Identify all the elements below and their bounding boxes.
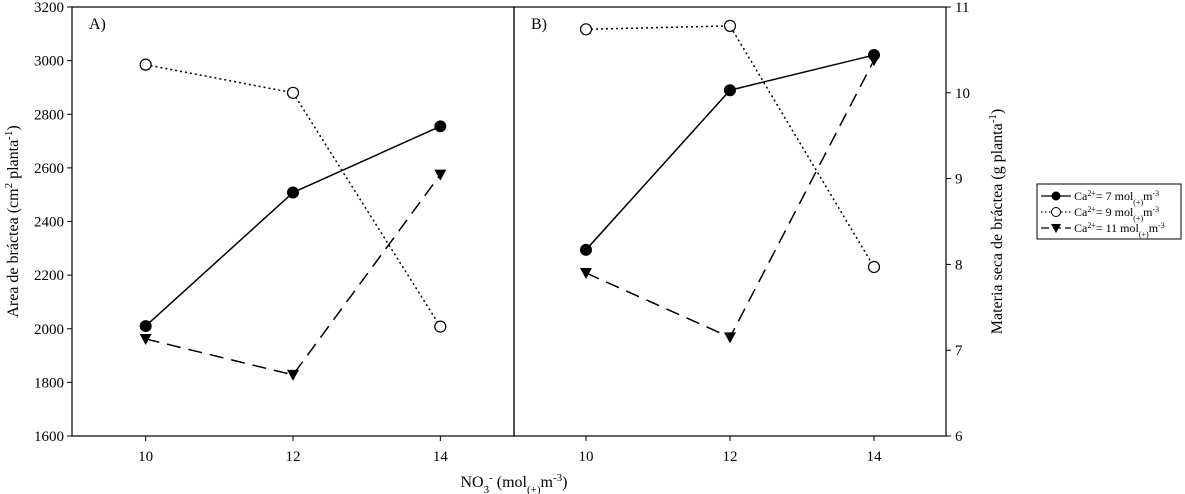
x-tick-label: 14 (867, 449, 883, 465)
plot-frame (513, 6, 947, 437)
data-point (724, 332, 736, 344)
data-point (434, 120, 447, 133)
y-tick-label: 2400 (34, 215, 64, 231)
data-point (580, 267, 592, 279)
y-tick-label: 2000 (34, 322, 64, 338)
x-tick-label: 14 (433, 449, 449, 465)
x-tick-label: 10 (138, 449, 153, 465)
y-axis-title: Materia seca de bráctea (g planta-1) (987, 109, 1006, 334)
series-line (585, 25, 875, 268)
data-point (139, 320, 152, 333)
panel-label: A) (89, 16, 106, 33)
legend-marker (1051, 191, 1061, 201)
x-tick-label: 12 (286, 449, 301, 465)
data-point (868, 55, 880, 67)
data-point (867, 260, 881, 274)
y-tick-label: 1600 (34, 429, 64, 445)
series-line (145, 174, 441, 376)
shared-x-axis-title: NO3- (mol(+)m-3) (461, 472, 568, 494)
data-point (139, 58, 152, 71)
x-tick-label: 12 (723, 449, 738, 465)
legend-label: Ca2+= 11 mol(+)m-3 (1074, 221, 1165, 239)
data-point (286, 86, 300, 99)
panel-b: B) 6 7 8 9 10 11 10 12 14 Materia seca de bráctea … (513, 0, 1006, 465)
legend-label: Ca2+= 7 mol(+)m-3 (1074, 189, 1159, 207)
series-line (585, 59, 875, 339)
data-point (434, 169, 447, 181)
x-axis-title: NO3- (mol(+)m-3) (461, 472, 568, 494)
y-tick-label: 8 (955, 257, 963, 273)
y-tick-label: 2200 (34, 268, 64, 284)
y-tick-label: 3000 (34, 54, 64, 70)
y-tick-label: 11 (955, 0, 969, 16)
legend-marker (1051, 224, 1061, 233)
data-point (723, 19, 737, 32)
data-point (434, 320, 447, 333)
series-line (145, 125, 441, 327)
y-tick-label: 2800 (34, 107, 64, 123)
legend-label: Ca2+= 9 mol(+)m-3 (1074, 205, 1159, 223)
y-tick-label: 7 (955, 343, 963, 359)
legend-marker (1051, 207, 1061, 217)
y-tick-label: 9 (955, 172, 963, 188)
data-point (139, 333, 152, 345)
y-tick-label: 2600 (34, 161, 64, 177)
data-point (579, 23, 593, 36)
x-tick-label: 10 (579, 449, 594, 465)
data-point (724, 84, 736, 97)
y-tick-label: 6 (955, 429, 963, 445)
data-point (287, 186, 299, 199)
panel-a: A) 1600 1800 2000 2200 2400 2600 2800 3000 3200 10… (3, 0, 515, 465)
data-point (580, 243, 592, 256)
y-axis-title: Area de bráctea (cm2 planta-1) (3, 125, 22, 317)
y-tick-label: 10 (955, 86, 970, 102)
data-point (287, 369, 299, 381)
panel-label: B) (531, 16, 547, 33)
legend-box (1036, 183, 1182, 240)
y-tick-label: 1800 (34, 375, 64, 391)
y-tick-label: 3200 (34, 0, 64, 16)
